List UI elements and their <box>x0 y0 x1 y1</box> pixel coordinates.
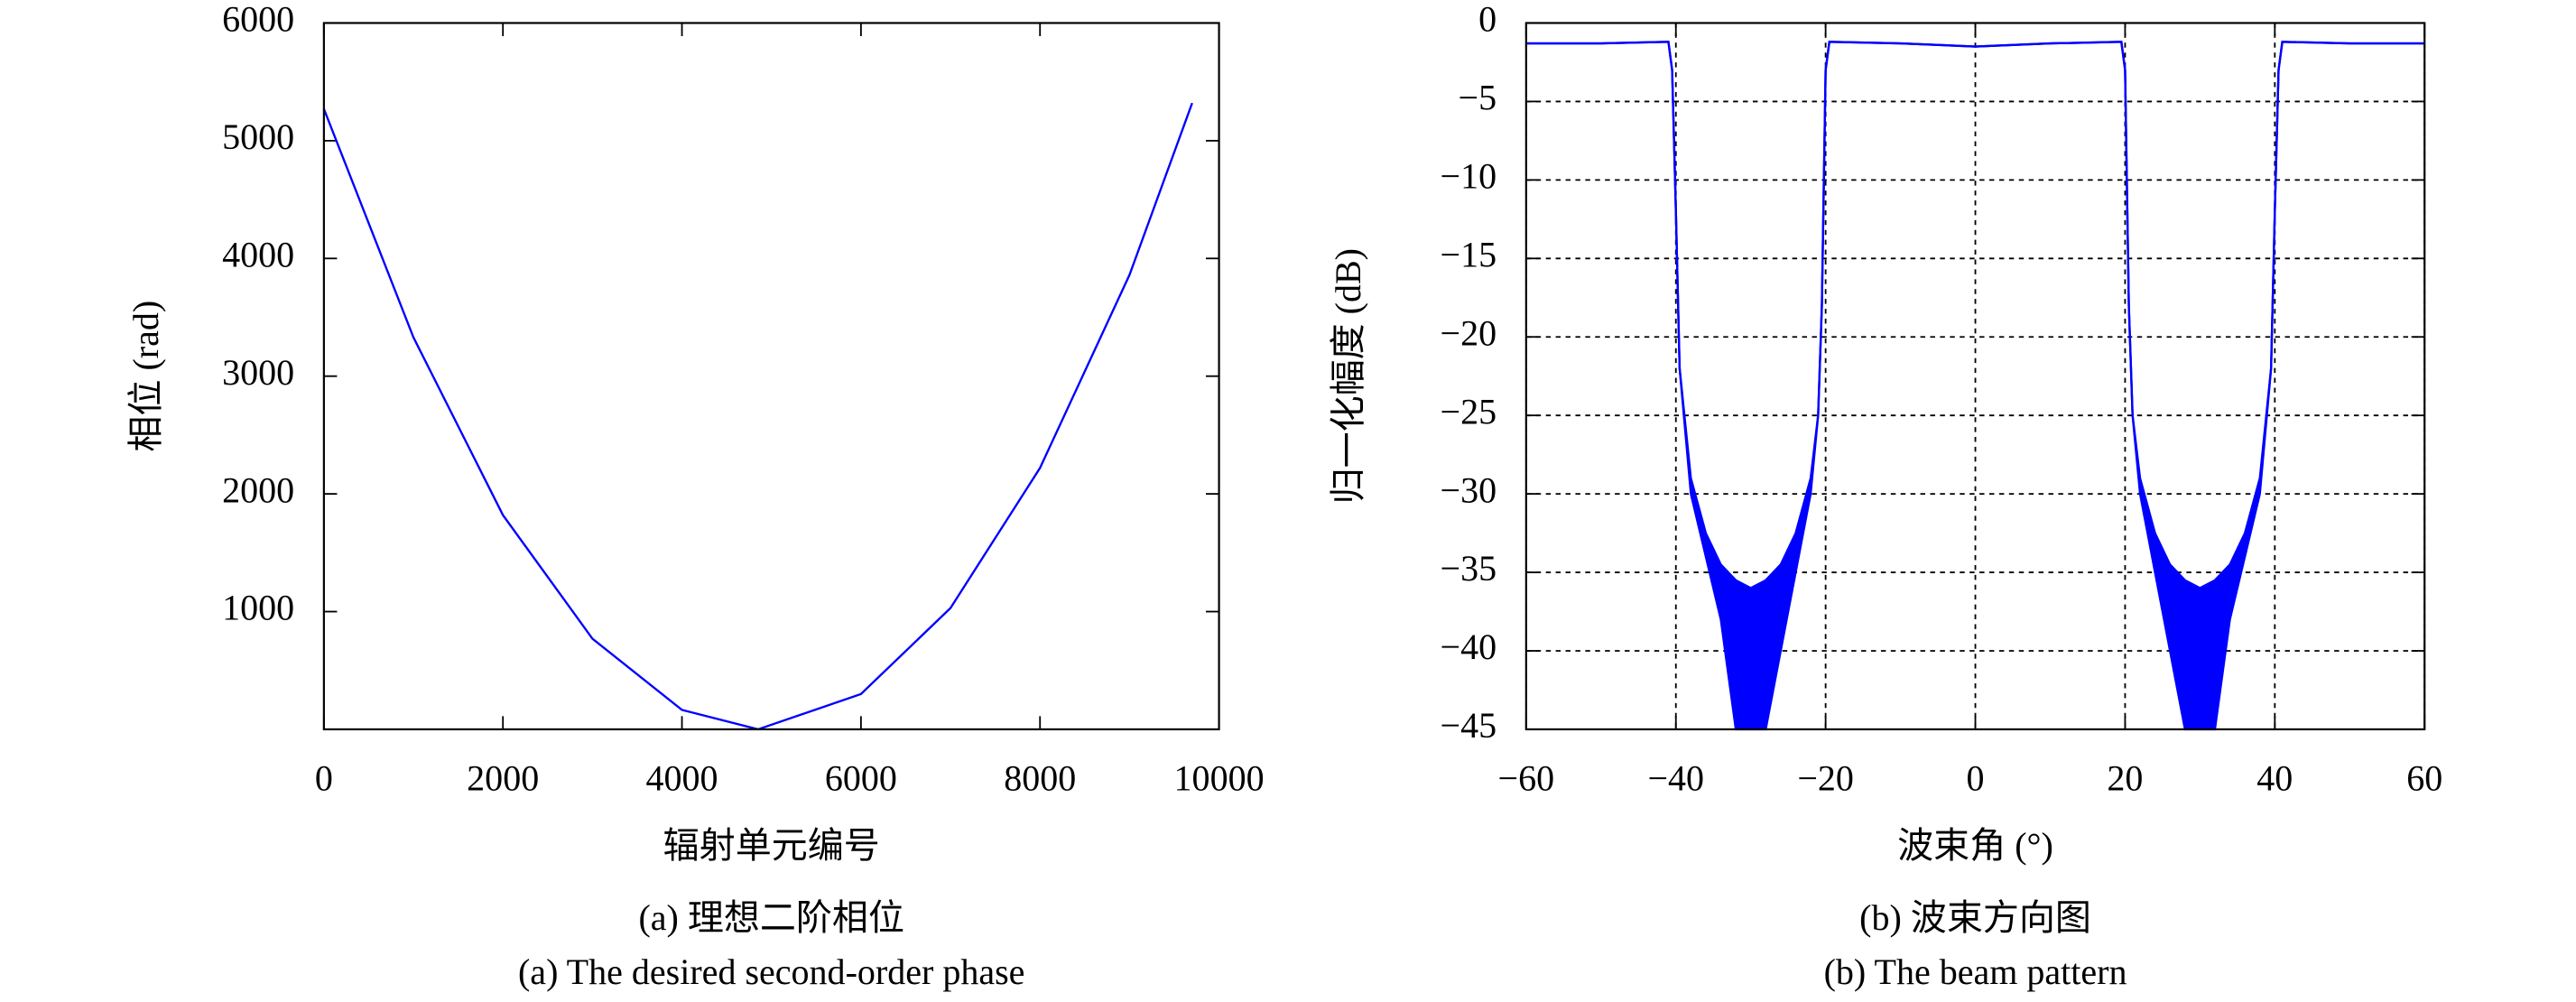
y-tick-label: 4000 <box>222 234 294 274</box>
data-line <box>322 102 1193 731</box>
y-tick-label: 2000 <box>222 469 294 510</box>
y-tick-label: −45 <box>1441 705 1497 746</box>
x-tick-label: 40 <box>2256 757 2293 798</box>
y-tick-label: −40 <box>1441 626 1497 667</box>
y-tick-label: 3000 <box>222 352 294 393</box>
y-tick-label: −35 <box>1441 548 1497 589</box>
x-axis-label: 波束角 (°) <box>1897 825 2053 866</box>
y-tick-label: −10 <box>1441 156 1497 197</box>
y-tick-label: −15 <box>1441 234 1497 274</box>
plot-frame <box>1524 22 2426 731</box>
y-tick-label: 5000 <box>222 116 294 157</box>
y-axis-label: 相位 (rad) <box>125 301 166 452</box>
x-tick-label: 10000 <box>1174 757 1265 798</box>
x-tick-label: 2000 <box>467 757 539 798</box>
x-tick-label: 4000 <box>646 757 718 798</box>
x-tick-label: 0 <box>1967 757 1985 798</box>
x-tick-label: −60 <box>1498 757 1555 798</box>
caption-cn: (a) 理想二阶相位 <box>638 897 904 938</box>
caption-en: (b) The beam pattern <box>1824 951 2127 992</box>
y-tick-label: 0 <box>1478 0 1496 40</box>
caption-en: (a) The desired second-order phase <box>518 951 1024 992</box>
x-tick-label: 60 <box>2406 757 2442 798</box>
plot-frame <box>322 22 1220 731</box>
x-tick-label: −20 <box>1797 757 1854 798</box>
x-tick-label: 8000 <box>1004 757 1076 798</box>
y-tick-label: 6000 <box>222 0 294 40</box>
y-tick-label: −25 <box>1441 391 1497 431</box>
x-tick-label: −40 <box>1647 757 1704 798</box>
x-axis-label: 辐射单元编号 <box>663 825 880 866</box>
y-axis-label: 归一化幅度 (dB) <box>1328 248 1368 504</box>
y-tick-label: −20 <box>1441 312 1497 353</box>
data-line <box>1525 41 2425 731</box>
y-tick-label: −5 <box>1459 78 1497 118</box>
x-tick-label: 6000 <box>825 757 897 798</box>
caption-cn: (b) 波束方向图 <box>1859 897 2091 938</box>
y-tick-label: −30 <box>1441 469 1497 510</box>
x-tick-label: 20 <box>2107 757 2143 798</box>
y-tick-label: 1000 <box>222 588 294 628</box>
x-tick-label: 0 <box>315 757 333 798</box>
